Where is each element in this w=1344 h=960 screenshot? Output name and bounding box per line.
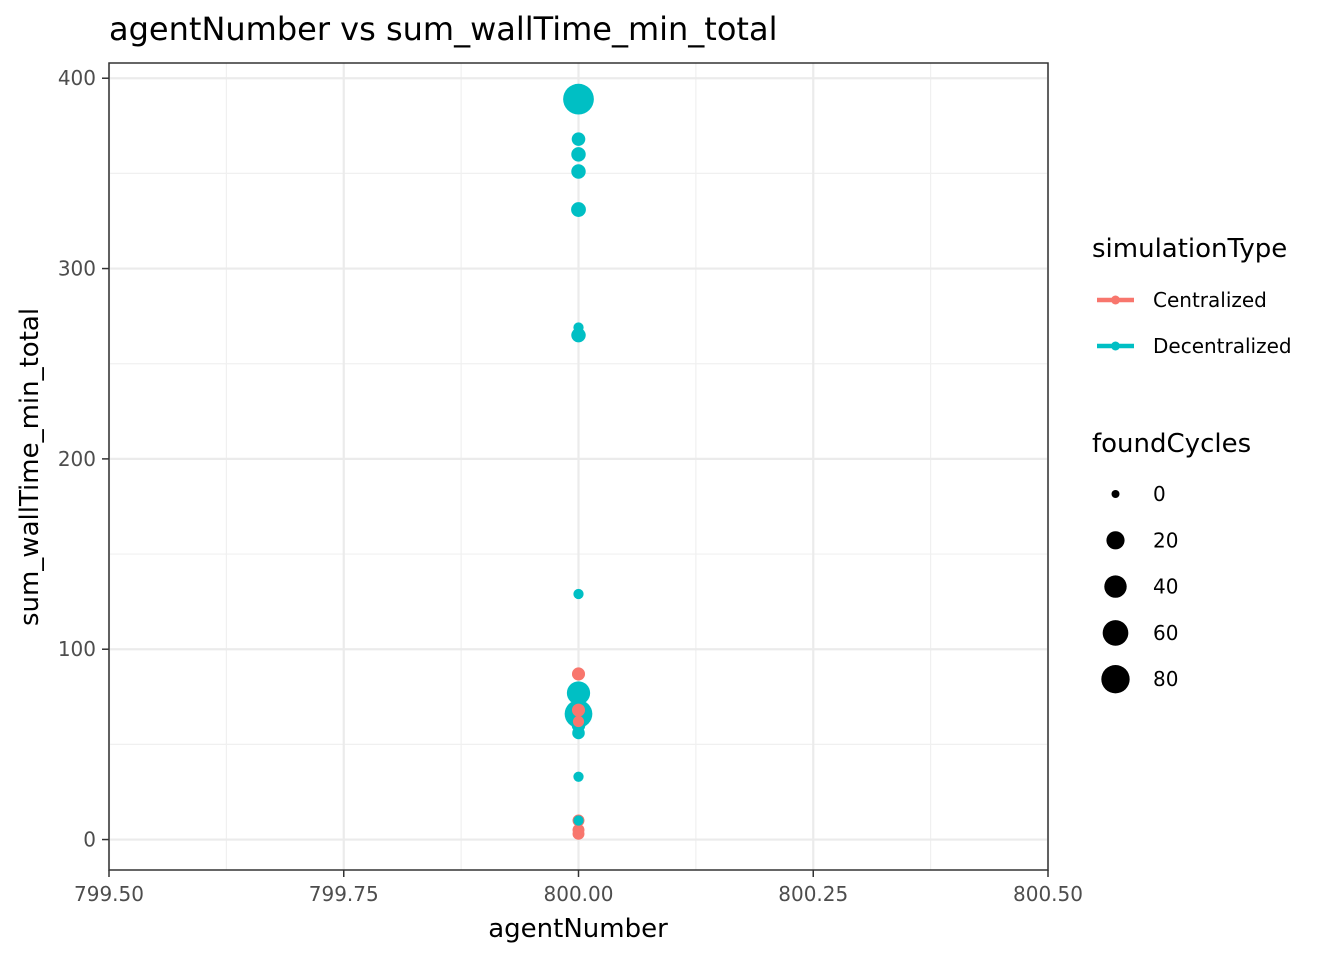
- y-tick-label: 100: [58, 637, 96, 661]
- x-tick-label: 800.00: [544, 882, 614, 906]
- y-tick-label: 400: [58, 66, 96, 90]
- data-point-centralized: [572, 715, 585, 728]
- x-axis-title: agentNumber: [488, 914, 668, 944]
- size-legend-label: 20: [1153, 528, 1178, 552]
- data-point-decentralized: [571, 202, 586, 217]
- data-point-centralized: [571, 667, 586, 681]
- legend: simulationType CentralizedDecentralized …: [1092, 234, 1292, 694]
- axis-ticks: 799.50 799.75 800.00 800.25 800.50 0 100 200 300…: [58, 66, 1083, 906]
- legend-key-dot: [1111, 295, 1120, 305]
- x-tick-label: 799.75: [309, 882, 379, 906]
- x-tick-label: 800.50: [1013, 882, 1083, 906]
- y-tick-label: 300: [58, 257, 96, 281]
- data-point-decentralized: [571, 132, 586, 146]
- data-point-decentralized: [563, 83, 594, 115]
- data-point-decentralized: [573, 815, 584, 826]
- chart-title: agentNumber vs sum_wallTime_min_total: [109, 10, 777, 48]
- y-axis-title: sum_wallTime_min_total: [15, 308, 45, 626]
- y-tick-label: 200: [58, 447, 96, 471]
- data-point-centralized: [571, 703, 586, 717]
- legend-label: Centralized: [1153, 288, 1267, 312]
- size-legend-label: 0: [1153, 482, 1166, 506]
- data-point-decentralized: [573, 771, 584, 782]
- size-legend-items: 0 20 40 60 80: [1101, 482, 1178, 694]
- data-point-decentralized: [571, 327, 586, 343]
- size-legend-dot: [1111, 490, 1120, 498]
- x-tick-label: 799.50: [74, 882, 144, 906]
- size-legend-dot: [1104, 575, 1127, 598]
- legend-key-dot: [1111, 341, 1120, 351]
- color-legend-items: Centralized Decentralized: [1097, 288, 1292, 358]
- data-points: [563, 83, 594, 840]
- size-legend-dot: [1106, 531, 1125, 550]
- x-tick-label: 800.25: [778, 882, 848, 906]
- data-point-decentralized: [566, 681, 591, 705]
- y-tick-label: 0: [83, 828, 96, 852]
- size-legend-title: foundCycles: [1092, 429, 1251, 459]
- size-legend-label: 80: [1153, 667, 1178, 691]
- size-legend-label: 40: [1153, 575, 1178, 599]
- data-point-decentralized: [571, 147, 586, 162]
- size-legend-dot: [1102, 620, 1129, 646]
- data-point-decentralized: [571, 164, 586, 179]
- data-point-centralized: [572, 827, 585, 840]
- data-point-decentralized: [572, 726, 585, 740]
- size-legend-label: 60: [1153, 621, 1178, 645]
- size-legend-dot: [1101, 665, 1130, 694]
- data-point-decentralized: [573, 322, 584, 333]
- data-point-decentralized: [573, 588, 584, 600]
- color-legend-title: simulationType: [1092, 234, 1287, 264]
- legend-label: Decentralized: [1153, 334, 1292, 358]
